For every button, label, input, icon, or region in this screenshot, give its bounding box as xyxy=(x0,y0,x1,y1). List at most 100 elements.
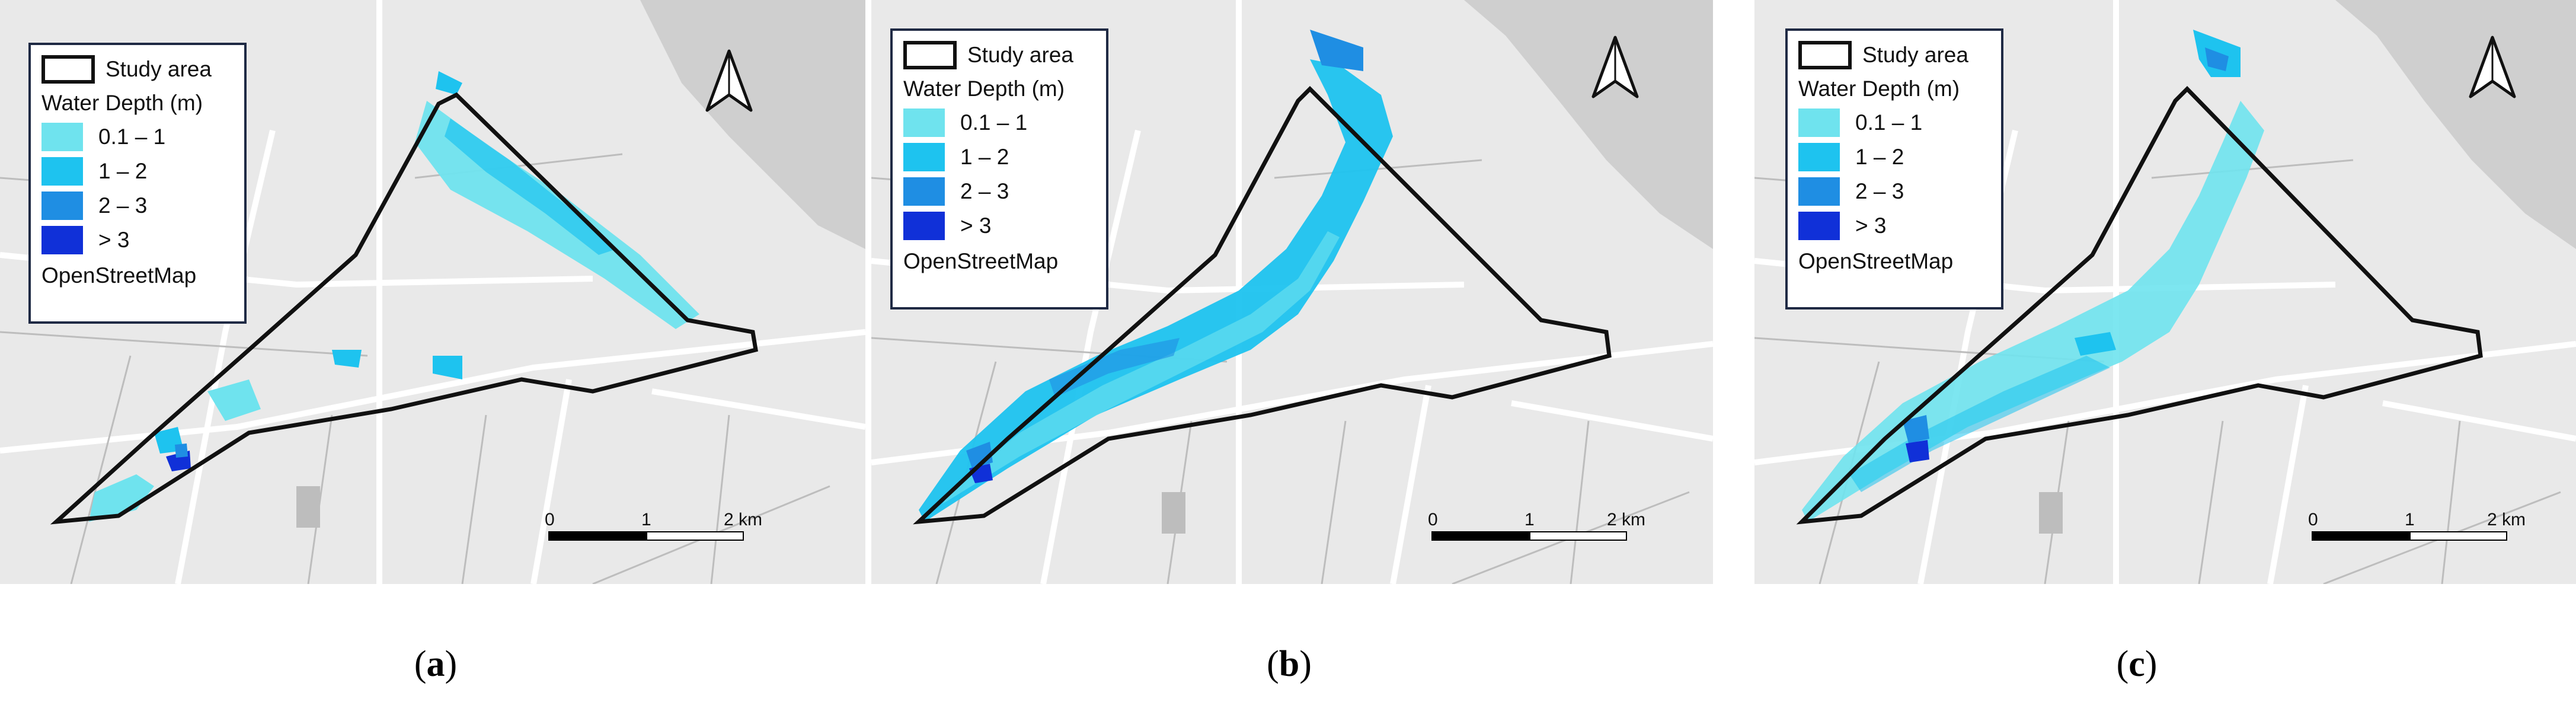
caption-letter: c xyxy=(2128,644,2145,684)
map-legend: Study area Water Depth (m) 0.1 – 1 1 – 2… xyxy=(890,28,1108,309)
legend-basemap-label: OpenStreetMap xyxy=(903,249,1059,273)
scale-bar: 0 1 2 km xyxy=(2308,510,2526,551)
road-network xyxy=(0,0,865,584)
scale-bar-white xyxy=(646,531,744,541)
legend-swatch xyxy=(1798,109,1840,137)
north-arrow-icon xyxy=(705,49,753,112)
legend-class-label: 0.1 – 1 xyxy=(960,110,1028,135)
legend-study-area-label: Study area xyxy=(106,57,212,81)
legend-class-label: 0.1 – 1 xyxy=(1855,110,1923,135)
north-arrow-icon xyxy=(1591,36,1639,98)
map-panel-b: Study area Water Depth (m) 0.1 – 1 1 – 2… xyxy=(871,0,1713,584)
legend-class-label: 1 – 2 xyxy=(960,145,1009,169)
panel-caption-c: (c) xyxy=(2078,643,2196,685)
legend-class-0: 0.1 – 1 xyxy=(41,120,234,154)
legend-swatch xyxy=(1798,143,1840,171)
legend-swatch xyxy=(903,143,945,171)
scale-tick-0: 0 xyxy=(2308,510,2318,529)
legend-class-label: 0.1 – 1 xyxy=(98,125,166,149)
legend-class-2: 2 – 3 xyxy=(1798,174,1990,209)
legend-depth-heading: Water Depth (m) xyxy=(1798,76,1960,101)
flood-map-b xyxy=(871,0,1713,584)
caption-open: ( xyxy=(2116,644,2129,684)
legend-class-2: 2 – 3 xyxy=(41,189,234,223)
legend-class-label: 2 – 3 xyxy=(1855,179,1904,203)
caption-close: ) xyxy=(2144,644,2158,684)
legend-study-area: Study area xyxy=(41,52,234,87)
study-area-boundary xyxy=(1796,86,2483,525)
north-arrow-icon xyxy=(2469,36,2516,98)
legend-class-label: 2 – 3 xyxy=(98,193,148,218)
legend-class-0: 0.1 – 1 xyxy=(1798,106,1990,140)
flood-extent-a xyxy=(89,71,699,522)
legend-class-label: > 3 xyxy=(1855,213,1887,238)
study-area-boundary xyxy=(913,86,1612,525)
legend-class-3: > 3 xyxy=(1798,209,1990,243)
flood-map-c xyxy=(1754,0,2576,584)
legend-basemap-label: OpenStreetMap xyxy=(1798,249,1954,273)
legend-swatch xyxy=(903,212,945,240)
map-panel-c: Study area Water Depth (m) 0.1 – 1 1 – 2… xyxy=(1754,0,2576,584)
legend-class-0: 0.1 – 1 xyxy=(903,106,1095,140)
legend-swatch xyxy=(41,157,83,186)
scale-tick-0: 0 xyxy=(1428,510,1438,529)
legend-study-area: Study area xyxy=(1798,38,1990,72)
legend-swatch xyxy=(41,226,83,254)
scale-bar: 0 1 2 km xyxy=(1428,510,1645,551)
legend-swatch xyxy=(41,192,83,220)
scale-tick-2: 2 km xyxy=(1607,510,1646,529)
legend-class-label: 1 – 2 xyxy=(98,159,148,183)
legend-class-1: 1 – 2 xyxy=(41,154,234,189)
legend-study-area: Study area xyxy=(903,38,1095,72)
caption-letter: a xyxy=(426,644,445,684)
caption-close: ) xyxy=(1299,644,1312,684)
legend-class-label: 2 – 3 xyxy=(960,179,1009,203)
caption-open: ( xyxy=(414,644,427,684)
scale-tick-2: 2 km xyxy=(2487,510,2526,529)
legend-swatch xyxy=(903,177,945,206)
legend-depth-heading: Water Depth (m) xyxy=(903,76,1065,101)
panel-caption-a: (a) xyxy=(376,643,495,685)
legend-class-label: > 3 xyxy=(960,213,992,238)
legend-study-area-label: Study area xyxy=(967,43,1073,67)
caption-close: ) xyxy=(445,644,458,684)
legend-class-3: > 3 xyxy=(903,209,1095,243)
panel-caption-b: (b) xyxy=(1230,643,1348,685)
building-block xyxy=(296,486,320,528)
legend-depth-heading: Water Depth (m) xyxy=(41,91,203,115)
scale-tick-1: 1 xyxy=(1524,510,1535,529)
legend-class-3: > 3 xyxy=(41,223,234,257)
flood-map-a xyxy=(0,0,865,584)
legend-class-label: 1 – 2 xyxy=(1855,145,1904,169)
map-panel-a: Study area Water Depth (m) 0.1 – 1 1 – 2… xyxy=(0,0,865,584)
scale-bar-white xyxy=(2409,531,2507,541)
scale-bar-black xyxy=(548,531,646,541)
map-legend: Study area Water Depth (m) 0.1 – 1 1 – 2… xyxy=(28,43,247,324)
legend-class-1: 1 – 2 xyxy=(903,140,1095,174)
scale-tick-1: 1 xyxy=(2405,510,2415,529)
legend-basemap-label: OpenStreetMap xyxy=(41,263,197,288)
scale-bar-black xyxy=(1431,531,1529,541)
scale-bar-white xyxy=(1529,531,1627,541)
scale-bar-black xyxy=(2312,531,2409,541)
sea-area xyxy=(1464,0,1713,249)
study-area-boundary xyxy=(50,92,758,525)
scale-tick-0: 0 xyxy=(545,510,555,529)
study-area-swatch xyxy=(41,55,95,84)
sea-area xyxy=(2335,0,2576,249)
legend-class-label: > 3 xyxy=(98,228,130,252)
scale-tick-1: 1 xyxy=(641,510,651,529)
legend-swatch xyxy=(1798,177,1840,206)
study-area-swatch xyxy=(1798,41,1852,69)
legend-class-2: 2 – 3 xyxy=(903,174,1095,209)
caption-open: ( xyxy=(1267,644,1279,684)
legend-study-area-label: Study area xyxy=(1862,43,1968,67)
building-block xyxy=(2039,492,2063,534)
flood-extent-c xyxy=(1802,30,2264,522)
flood-extent-b xyxy=(919,30,1393,522)
legend-swatch xyxy=(903,109,945,137)
legend-swatch xyxy=(1798,212,1840,240)
map-legend: Study area Water Depth (m) 0.1 – 1 1 – 2… xyxy=(1785,28,2003,309)
legend-class-1: 1 – 2 xyxy=(1798,140,1990,174)
study-area-swatch xyxy=(903,41,957,69)
